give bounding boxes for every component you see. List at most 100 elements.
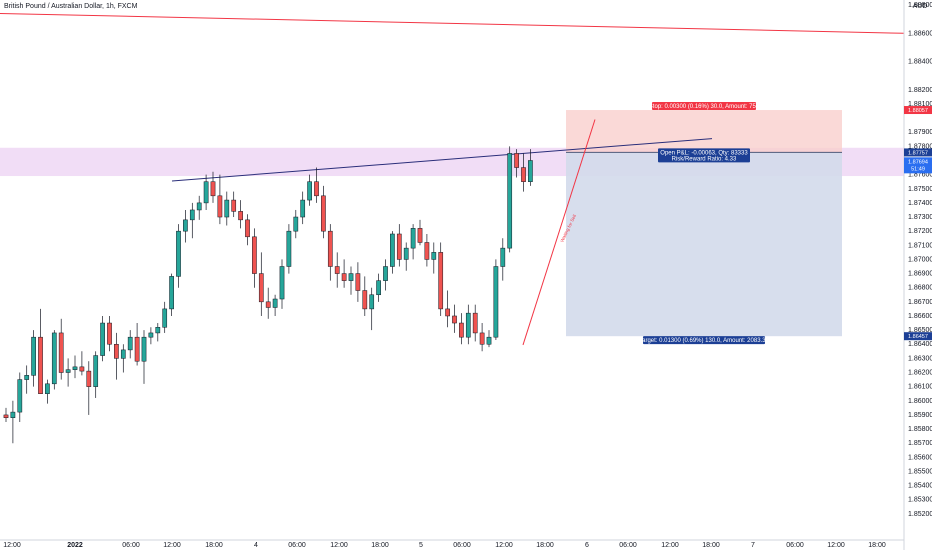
price-tick-label: 1.85500 <box>908 468 932 475</box>
candle-body <box>383 266 388 281</box>
candle-body <box>265 301 271 308</box>
candle-body <box>348 273 354 281</box>
price-tick-label: 1.87300 <box>908 214 932 221</box>
red-trendline[interactable] <box>0 12 905 34</box>
price-tick-label: 1.85200 <box>908 511 932 518</box>
time-tick-label: 18:00 <box>868 542 886 549</box>
candle-body <box>114 343 119 359</box>
candle-body <box>465 312 471 338</box>
candle-body <box>514 153 519 168</box>
navy-trendline[interactable] <box>171 138 713 182</box>
time-tick-label: 18:00 <box>371 542 389 549</box>
time-tick-label: 18:00 <box>702 542 720 549</box>
candle-body <box>258 273 264 303</box>
stop-label-bg <box>652 102 756 111</box>
candle-body <box>72 366 78 370</box>
candle-body <box>141 336 147 362</box>
candle-body <box>459 322 464 338</box>
candle-body <box>155 327 161 334</box>
time-tick-label: 6 <box>585 542 589 549</box>
candle-body <box>176 230 181 277</box>
candle-body <box>3 414 9 418</box>
price-tick-label: 1.87900 <box>908 129 932 136</box>
candle-body <box>252 236 257 274</box>
candle-body <box>410 228 416 249</box>
price-tick-label: 1.86300 <box>908 355 932 362</box>
candle-body <box>445 308 450 317</box>
candle-body <box>396 233 402 260</box>
candle-body <box>300 199 306 218</box>
candle-body <box>390 233 395 267</box>
candle-body <box>65 369 71 373</box>
time-tick-label: 2022 <box>67 542 83 549</box>
entry-price-tag-bg[interactable] <box>904 148 932 157</box>
time-tick-label: 5 <box>419 542 423 549</box>
candle-body <box>10 411 16 418</box>
target-price-tag: 1.86457 <box>908 334 928 340</box>
time-tick-label: 12:00 <box>330 542 348 549</box>
candle-body <box>17 379 23 413</box>
price-tick-label: 1.85300 <box>908 497 932 504</box>
candle-body <box>431 252 437 260</box>
price-tick-label: 1.85700 <box>908 440 932 447</box>
candle-body <box>107 322 112 345</box>
candle-body <box>369 294 375 310</box>
candle-body <box>148 332 154 338</box>
candle-body <box>327 230 333 267</box>
current-price-tag-bg[interactable] <box>904 157 932 174</box>
candle-body <box>51 332 57 385</box>
candle-body <box>286 230 292 267</box>
candle-body <box>100 322 105 356</box>
candle-body <box>58 332 64 373</box>
candle-body <box>217 195 223 218</box>
price-tick-label: 1.87100 <box>908 242 932 249</box>
time-tick-label: 7 <box>751 542 755 549</box>
target-price-tag-bg[interactable] <box>904 332 932 341</box>
stop-label: Stop: 0.00300 (0.16%) 30.0, Amount: 750 <box>649 104 760 110</box>
current-price-tag: 1.87694 <box>908 159 928 165</box>
candle-body <box>31 336 36 376</box>
price-tick-label: 1.86700 <box>908 299 932 306</box>
time-tick-label: 06:00 <box>619 542 637 549</box>
candle-body <box>403 247 409 260</box>
candle-body <box>486 336 492 345</box>
candle-body <box>24 375 30 380</box>
price-tick-label: 1.88400 <box>908 59 932 66</box>
candle-body <box>376 280 381 296</box>
price-tick-label: 1.87000 <box>908 256 932 263</box>
candle-body <box>272 298 278 308</box>
stop-price-tag-bg[interactable] <box>904 106 932 115</box>
candle-body <box>472 312 478 334</box>
candle-body <box>279 266 285 300</box>
time-tick-label: 06:00 <box>288 542 306 549</box>
take-profit-zone[interactable] <box>566 152 842 337</box>
price-tick-label: 1.85900 <box>908 412 932 419</box>
candle-body <box>162 308 168 328</box>
candle-body <box>507 153 513 249</box>
candle-body <box>203 181 209 204</box>
candle-body <box>210 181 216 197</box>
candle-body <box>245 219 250 238</box>
countdown-tag: 51:49 <box>911 166 925 172</box>
stop-loss-zone[interactable] <box>566 110 842 153</box>
candle-body <box>424 242 430 260</box>
price-tick-label: 1.86900 <box>908 271 932 278</box>
time-tick-label: 12:00 <box>495 542 513 549</box>
price-tick-label: 1.88600 <box>908 30 932 37</box>
rising-support-line[interactable] <box>522 119 596 346</box>
price-tick-label: 1.86200 <box>908 370 932 377</box>
axis-currency: AUD <box>913 3 928 10</box>
open-pnl-label: Open P&L: -0.00063, Qty: 83333 <box>660 150 748 156</box>
time-tick-label: 06:00 <box>786 542 804 549</box>
time-tick-label: 18:00 <box>536 542 554 549</box>
candle-body <box>196 202 202 211</box>
candle-body <box>293 216 299 232</box>
price-tick-label: 1.85800 <box>908 426 932 433</box>
entry-price-tag: 1.87757 <box>908 150 928 156</box>
time-tick-label: 12:00 <box>3 542 21 549</box>
candle-body <box>479 332 485 345</box>
candle-body <box>438 252 444 310</box>
price-tick-label: 1.87800 <box>908 143 932 150</box>
